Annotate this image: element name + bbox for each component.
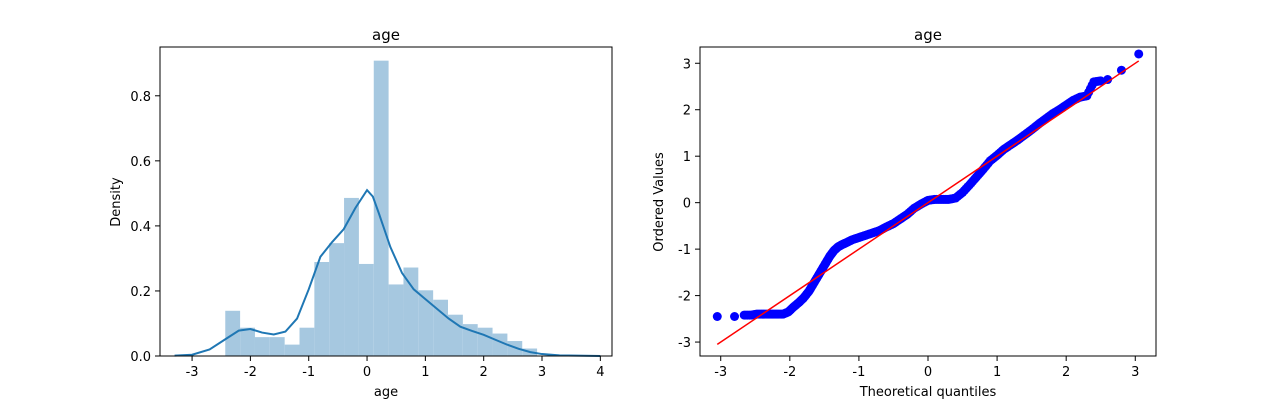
histogram-bar <box>299 327 315 356</box>
qq-point <box>1103 75 1113 85</box>
histogram-x-label: age <box>374 385 398 400</box>
y-tick-label: -3 <box>678 336 691 351</box>
histogram-x-ticks: -3 -2 -1 0 1 2 3 4 <box>186 356 604 380</box>
histogram-title: age <box>372 26 400 44</box>
histogram-bar <box>314 261 330 356</box>
qq-fit-line <box>716 60 1140 346</box>
qq-point <box>730 312 740 322</box>
x-tick-label: -3 <box>714 365 727 380</box>
x-tick-label: 3 <box>538 365 546 380</box>
histogram-bar <box>388 284 404 356</box>
histogram-chart: age -3 -2 -1 0 1 2 3 4 0.0 0.2 0.4 0.6 0.8 age Dens… <box>109 26 613 400</box>
histogram-bar <box>254 337 270 356</box>
x-tick-label: 2 <box>480 365 488 380</box>
histogram-y-ticks: 0.0 0.2 0.4 0.6 0.8 <box>130 90 160 365</box>
qq-point <box>1134 49 1144 59</box>
y-tick-label: 3 <box>683 57 691 72</box>
x-tick-label: 0 <box>924 365 932 380</box>
histogram-bar <box>507 341 523 356</box>
histogram-axes-frame <box>159 46 613 357</box>
y-tick-label: 2 <box>683 104 691 119</box>
x-tick-label: 4 <box>596 365 604 380</box>
qq-point <box>1096 76 1106 86</box>
histogram-bar <box>358 263 374 356</box>
y-tick-label: -1 <box>678 243 691 258</box>
qq-x-label: Theoretical quantiles <box>859 385 997 400</box>
y-tick-label: 0.2 <box>130 285 151 300</box>
x-tick-label: 2 <box>1062 365 1070 380</box>
x-tick-label: 0 <box>363 365 371 380</box>
histogram-bar <box>269 337 285 356</box>
x-tick-label: 1 <box>993 365 1001 380</box>
qq-plot-title: age <box>914 26 942 44</box>
histogram-bar <box>240 327 255 356</box>
histogram-y-label: Density <box>109 177 124 227</box>
histogram-bar <box>344 197 359 356</box>
x-tick-label: -1 <box>852 365 865 380</box>
y-tick-label: 0.8 <box>130 90 151 105</box>
qq-plot-chart: age -3 -2 -1 0 1 2 3 -3 -2 -1 0 1 2 3 Theoretical qu… <box>652 26 1157 400</box>
histogram-bar <box>284 344 300 356</box>
qq-point <box>1116 65 1126 75</box>
y-tick-label: 0.4 <box>130 220 151 235</box>
histogram-bar <box>447 314 463 356</box>
y-tick-label: -2 <box>678 290 691 305</box>
qq-x-ticks: -3 -2 -1 0 1 2 3 <box>714 356 1139 380</box>
qq-points <box>712 49 1144 322</box>
x-tick-label: 1 <box>421 365 429 380</box>
kde-line <box>174 188 601 357</box>
histogram-bar <box>477 327 493 356</box>
histogram-bar <box>329 243 345 356</box>
histogram-bar <box>403 267 419 356</box>
qq-point <box>712 312 722 322</box>
y-tick-label: 1 <box>683 150 691 165</box>
y-tick-label: 0 <box>683 197 691 212</box>
histogram-bars <box>225 60 538 357</box>
y-tick-label: 0.0 <box>130 350 151 365</box>
x-tick-label: -2 <box>783 365 796 380</box>
x-tick-label: 3 <box>1131 365 1139 380</box>
x-tick-label: -2 <box>244 365 257 380</box>
x-tick-label: -1 <box>302 365 315 380</box>
x-tick-label: -3 <box>186 365 199 380</box>
qq-y-label: Ordered Values <box>652 152 667 252</box>
qq-y-ticks: -3 -2 -1 0 1 2 3 <box>678 57 700 351</box>
histogram-bar <box>418 290 434 356</box>
histogram-bar <box>373 60 389 357</box>
y-tick-label: 0.6 <box>130 155 151 170</box>
